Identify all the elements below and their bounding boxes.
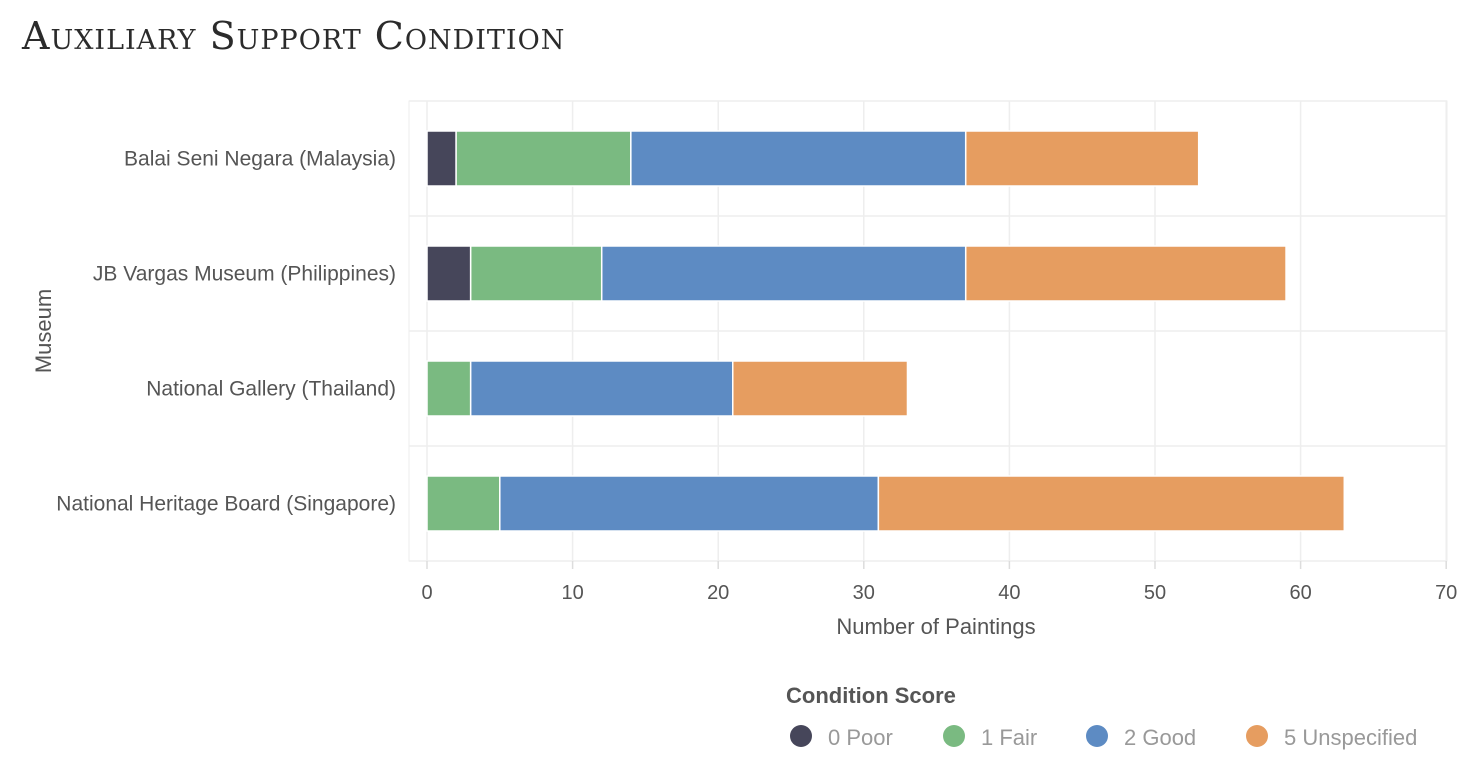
legend-swatch[interactable] [790,725,812,747]
bar-segment[interactable] [426,245,472,302]
bar-segment[interactable] [964,245,1287,302]
x-tick-label: 10 [561,582,583,604]
x-tick-label: 50 [1144,582,1166,604]
bar-segment[interactable] [426,475,501,532]
legend-label[interactable]: 1 Fair [981,725,1037,750]
category-label: National Gallery (Thailand) [146,378,396,401]
category-label: JB Vargas Museum (Philippines) [93,263,396,286]
bar-segment[interactable] [426,130,457,187]
legend-swatch[interactable] [1246,725,1268,747]
bar-segment[interactable] [877,475,1346,532]
category-label: Balai Seni Negara (Malaysia) [124,148,396,171]
x-tick-label: 30 [853,582,875,604]
chart-title: Auxiliary Support Condition [22,14,566,58]
bar-segment[interactable] [600,245,967,302]
legend-label[interactable]: 5 Unspecified [1284,725,1417,750]
x-tick-label: 40 [998,582,1020,604]
x-axis-title: Number of Paintings [836,614,1035,639]
x-tick-label: 70 [1435,582,1457,604]
legend-swatch[interactable] [943,725,965,747]
y-axis-title: Museum [31,289,56,373]
bar-segment[interactable] [964,130,1200,187]
bar-segment[interactable] [469,360,734,417]
bar-segment[interactable] [499,475,880,532]
bar-segment[interactable] [732,360,909,417]
legend-label[interactable]: 2 Good [1124,725,1196,750]
bar-segment[interactable] [469,245,603,302]
x-tick-label: 20 [707,582,729,604]
x-tick-label: 0 [421,582,432,604]
legend-title: Condition Score [786,683,956,708]
category-label: National Heritage Board (Singapore) [56,493,396,516]
bar-segment[interactable] [630,130,967,187]
legend-label[interactable]: 0 Poor [828,725,893,750]
x-tick-label: 60 [1289,582,1311,604]
legend-swatch[interactable] [1086,725,1108,747]
bar-segment[interactable] [426,360,472,417]
bar-segment[interactable] [455,130,632,187]
